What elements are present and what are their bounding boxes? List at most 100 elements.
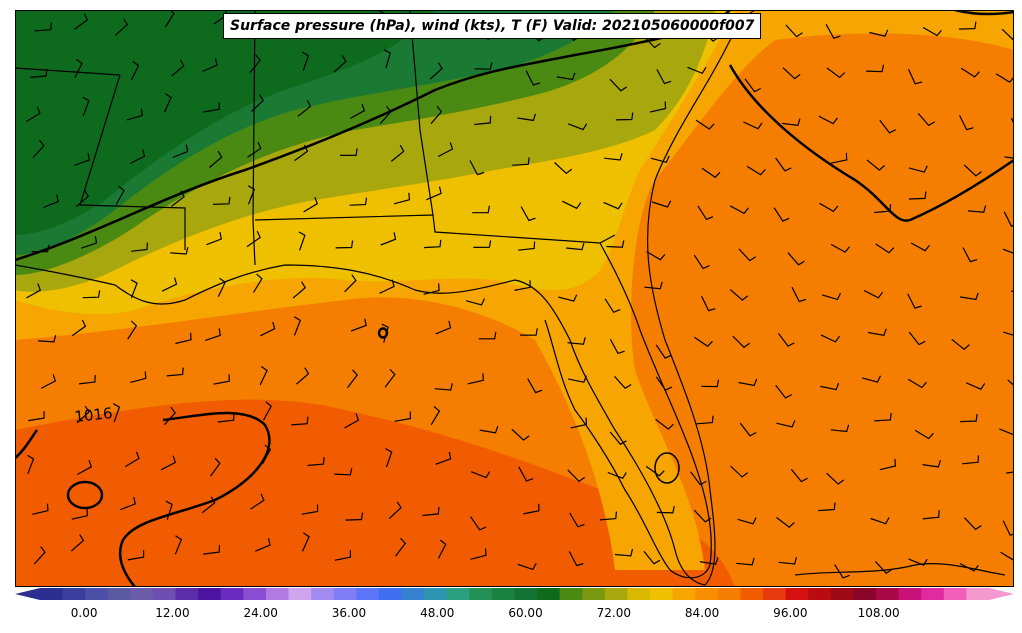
colorbar-segment — [198, 588, 222, 600]
wind-barb — [697, 205, 714, 221]
wind-barb — [818, 115, 838, 125]
wind-barb — [201, 496, 216, 514]
wind-barb — [120, 496, 136, 511]
wind-barb — [729, 289, 749, 301]
wind-barb — [518, 241, 536, 251]
wind-barb — [778, 557, 798, 565]
colorbar-tick-label: 72.00 — [596, 606, 631, 620]
colorbar-segment — [424, 588, 448, 600]
wind-barb — [384, 368, 396, 388]
wind-barb — [297, 99, 312, 117]
wind-barb — [773, 207, 790, 222]
wind-barb — [959, 562, 979, 572]
wind-barb — [33, 546, 46, 565]
wind-barb — [781, 118, 801, 127]
wind-barb — [567, 123, 588, 131]
wind-barb — [693, 254, 710, 270]
wind-barb — [603, 201, 623, 210]
wind-barb — [738, 248, 757, 262]
isobar-contour — [118, 411, 271, 587]
colorbar-segment — [175, 588, 199, 600]
wind-barb — [729, 205, 749, 215]
wind-barb — [395, 537, 407, 557]
colorbar-segment — [808, 588, 832, 600]
wind-barb — [307, 457, 325, 467]
wind-barb — [599, 511, 617, 521]
wind-barb — [570, 417, 588, 429]
wind-barb — [527, 378, 543, 394]
wind-barb — [210, 457, 221, 477]
wind-barb — [474, 62, 493, 70]
wind-barb — [292, 281, 306, 299]
colorbar-segment — [265, 588, 290, 600]
wind-barb — [866, 159, 885, 171]
wind-barb — [777, 332, 795, 347]
wind-barb — [650, 155, 670, 164]
map-frame — [15, 10, 1014, 587]
wind-barb — [293, 316, 302, 336]
colorbar-segment — [288, 588, 312, 600]
wind-barb — [604, 153, 623, 161]
wind-barb — [520, 328, 538, 336]
wind-barb — [644, 281, 663, 290]
wind-barb — [74, 58, 83, 78]
wind-barb — [31, 244, 50, 253]
wind-barb — [826, 472, 845, 485]
wind-barb — [962, 247, 978, 263]
colorbar-segment — [130, 588, 154, 600]
colorbar-segment — [401, 588, 425, 600]
wind-barb — [744, 78, 761, 93]
wind-barb — [472, 205, 490, 214]
colorbar-segment — [717, 588, 741, 600]
wind-barb — [163, 406, 176, 426]
wind-barb — [910, 242, 930, 252]
colorbar-segment — [627, 588, 651, 600]
wind-barb — [1002, 520, 1014, 536]
wind-barb — [40, 374, 57, 389]
wind-barb — [908, 558, 928, 566]
isobar-contour — [654, 452, 680, 484]
wind-barb — [434, 383, 453, 391]
wind-barb — [430, 406, 441, 426]
wind-barb — [423, 239, 442, 249]
wind-barb — [130, 149, 146, 164]
wind-barb — [252, 273, 263, 293]
colorbar-tick-label: 24.00 — [243, 606, 278, 620]
colorbar-segment — [514, 588, 538, 600]
colorbar-segment — [966, 588, 990, 600]
wind-barb — [609, 431, 627, 446]
wind-barb — [699, 557, 719, 565]
wind-barb — [737, 517, 757, 525]
wind-barb — [514, 280, 531, 291]
wind-barb — [907, 378, 927, 389]
wind-barb — [335, 240, 354, 249]
wind-barb — [303, 196, 319, 213]
wind-barb — [785, 24, 803, 38]
colorbar-segment — [672, 588, 696, 600]
wind-barb — [26, 283, 42, 299]
wind-barb — [344, 274, 357, 293]
wind-barb — [209, 150, 223, 168]
wind-barb — [166, 367, 184, 377]
isobar-contour — [954, 10, 1014, 16]
wind-barb — [390, 144, 405, 162]
wind-barb — [130, 61, 140, 81]
wind-barb — [826, 67, 846, 79]
wind-barb — [75, 190, 89, 208]
wind-barb — [262, 401, 272, 421]
wind-barb — [247, 141, 262, 158]
colorbar-segment — [62, 588, 86, 600]
wind-barb — [394, 411, 411, 422]
wind-barb — [350, 318, 367, 332]
wind-barb — [656, 505, 675, 514]
wind-barb — [478, 331, 497, 340]
wind-barb — [74, 13, 89, 30]
wind-barb — [517, 562, 537, 571]
wind-barb — [82, 96, 90, 116]
wind-barb — [870, 517, 890, 525]
wind-barb — [130, 279, 138, 299]
wind-barb — [429, 62, 443, 80]
wind-barb — [347, 369, 358, 389]
wind-barb — [217, 413, 235, 423]
wind-barb — [212, 196, 231, 205]
